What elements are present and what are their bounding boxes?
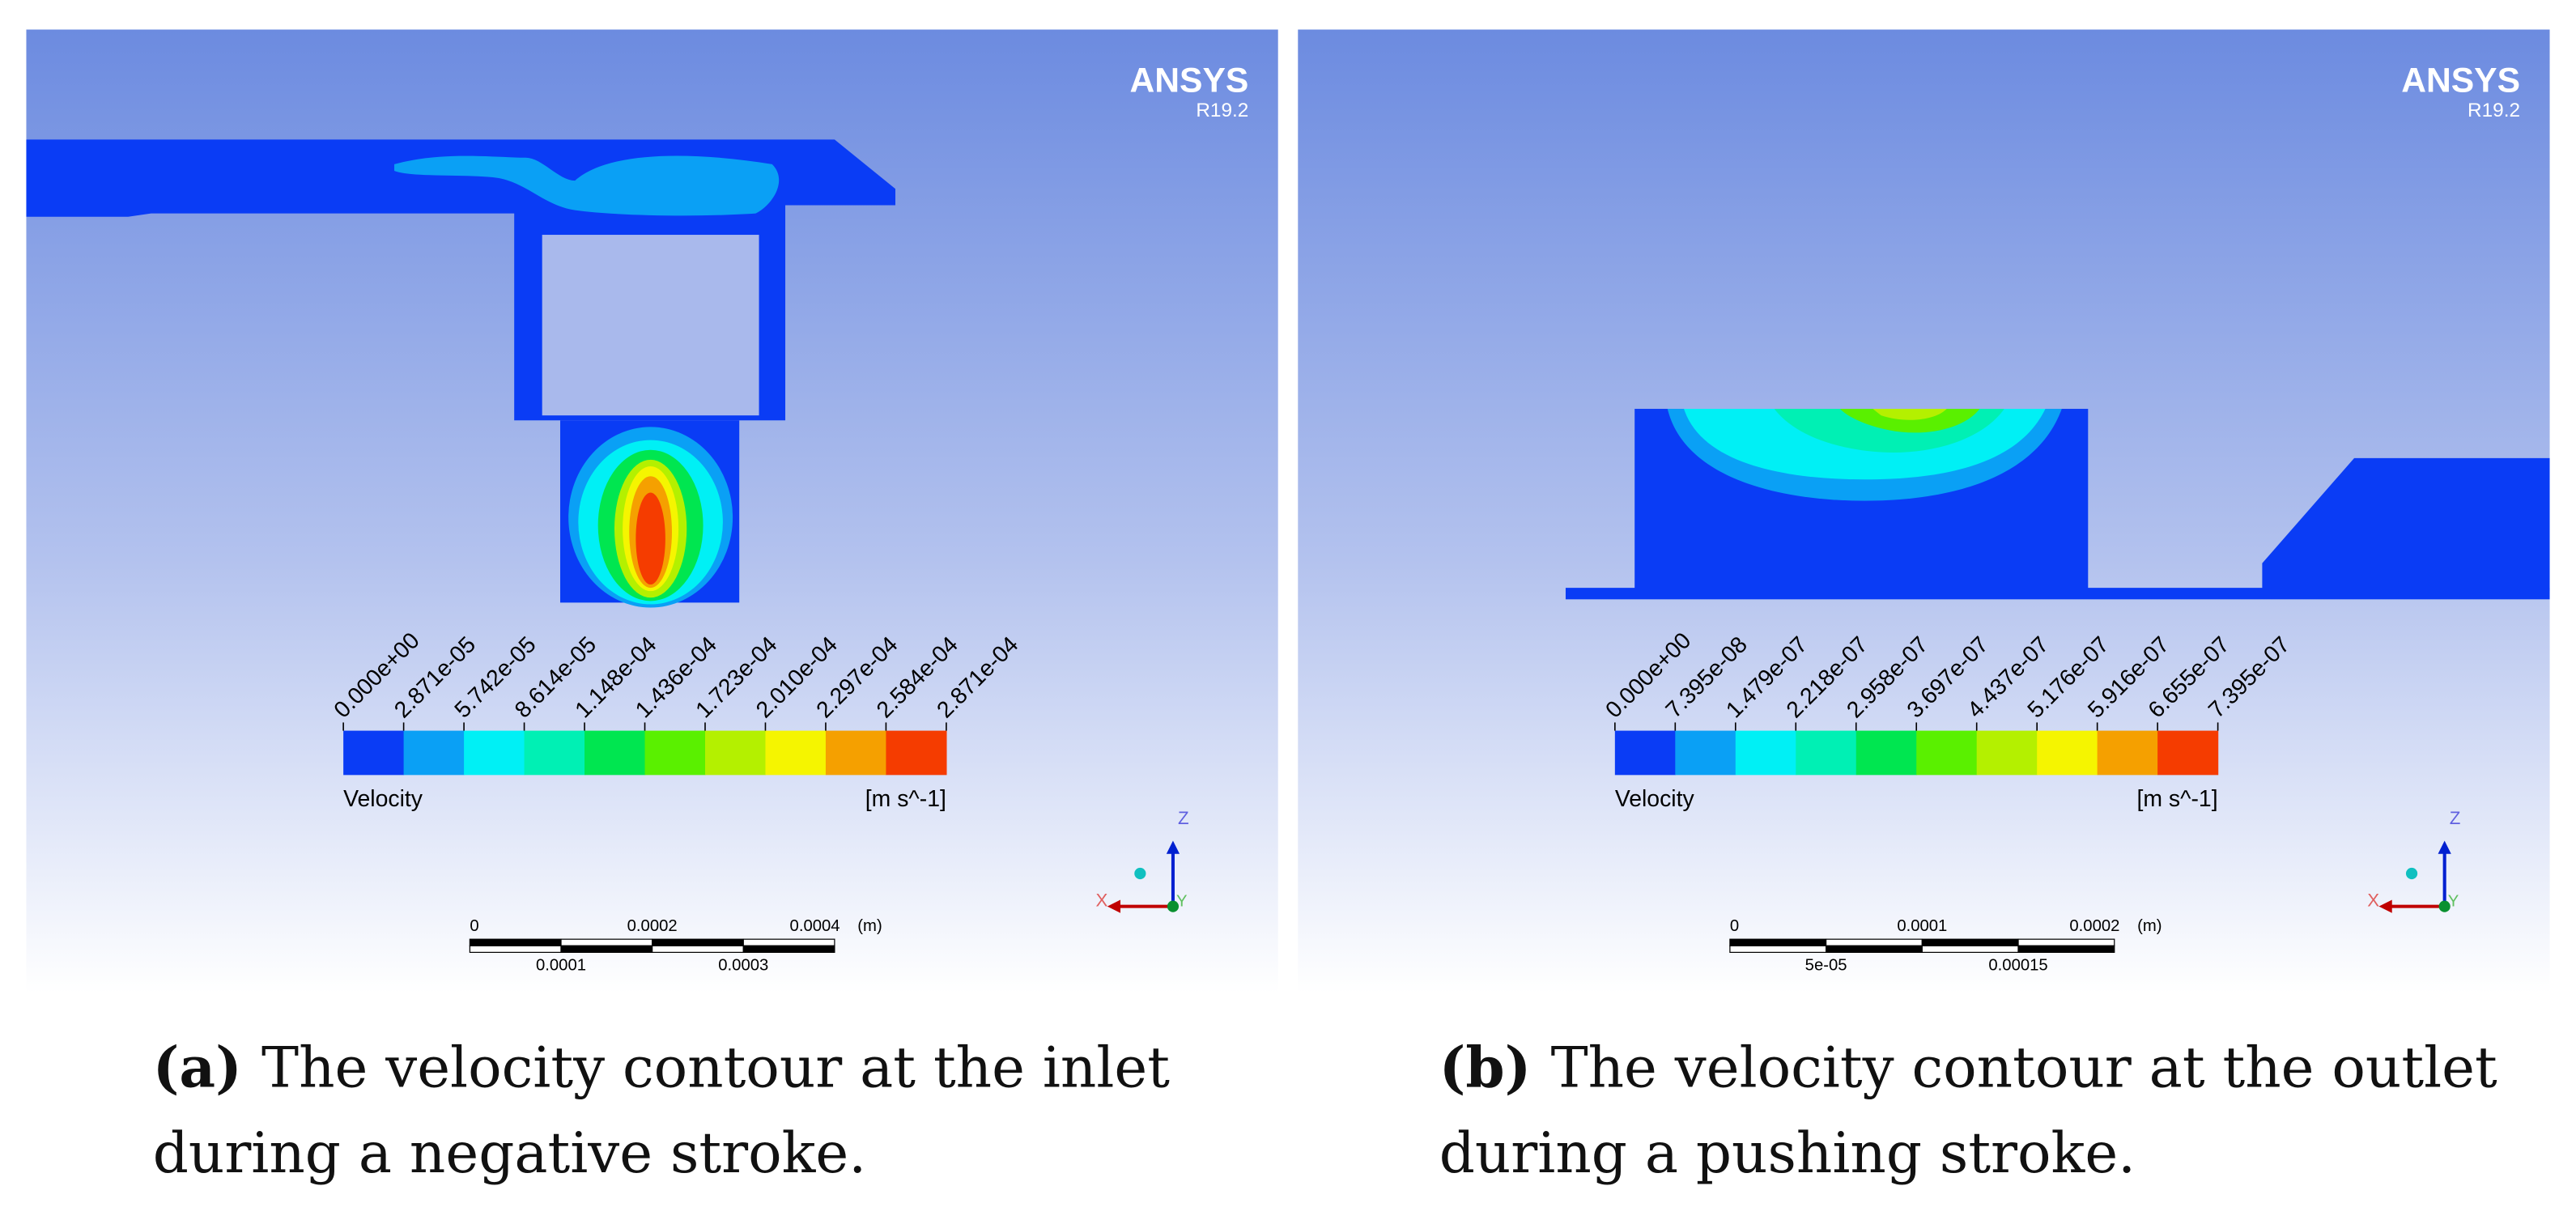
scale-seg bbox=[1825, 938, 1923, 946]
scale-seg bbox=[1729, 945, 1827, 954]
colorbar-band bbox=[825, 730, 887, 776]
legend-title: Velocity bbox=[1615, 786, 1695, 812]
colorbar-band bbox=[1976, 730, 2038, 776]
colorbar-band bbox=[403, 730, 465, 776]
caption-line: (a) The velocity contour at the inlet bbox=[153, 1035, 1171, 1101]
axis-z-head bbox=[1166, 840, 1180, 854]
axis-x-head bbox=[1107, 899, 1121, 913]
legend-title: Velocity bbox=[343, 786, 423, 812]
scale-label: 0 bbox=[470, 917, 478, 935]
colorbar-band bbox=[1735, 730, 1796, 776]
axis-label: X bbox=[2367, 891, 2379, 911]
scale-label: 0.0002 bbox=[2069, 917, 2119, 935]
scale-seg bbox=[469, 945, 562, 954]
colorbar-band bbox=[765, 730, 827, 776]
colorbar-band bbox=[1916, 730, 1978, 776]
brand: ANSYS bbox=[1130, 62, 1249, 100]
colorbar-band bbox=[584, 730, 646, 776]
colorbar-band bbox=[886, 730, 947, 776]
panel-a-geometry bbox=[26, 29, 1278, 994]
scale-seg bbox=[1729, 938, 1827, 946]
scale-seg bbox=[742, 945, 835, 954]
axis-origin bbox=[1167, 900, 1180, 912]
scale-label: 0.0002 bbox=[627, 917, 678, 935]
caption-text: The velocity contour at the outlet bbox=[1551, 1036, 2497, 1101]
scale-label: (m) bbox=[2137, 917, 2162, 935]
scale-seg bbox=[560, 945, 653, 954]
scale-seg bbox=[1825, 945, 1923, 954]
colorbar-band bbox=[1796, 730, 1857, 776]
colorbar-band bbox=[2097, 730, 2158, 776]
divider bbox=[1277, 29, 1299, 994]
colorbar-band bbox=[2157, 730, 2219, 776]
scale-seg bbox=[1921, 945, 2019, 954]
version: R19.2 bbox=[2468, 100, 2520, 121]
scale-label: (m) bbox=[857, 917, 882, 935]
scale-label: 5e-05 bbox=[1805, 957, 1847, 975]
colorbar-band bbox=[343, 730, 405, 776]
colorbar-band bbox=[1675, 730, 1736, 776]
scale-seg bbox=[560, 938, 653, 946]
scale-seg bbox=[652, 938, 744, 946]
scale-label: 0.00015 bbox=[1988, 957, 2047, 975]
axis-label: Z bbox=[2450, 808, 2461, 828]
axis-label: X bbox=[1096, 891, 1108, 911]
axis-x-head bbox=[2378, 899, 2392, 913]
panel-b-geometry bbox=[1298, 29, 2550, 994]
scale-label: 0.0004 bbox=[790, 917, 840, 935]
scale-seg bbox=[742, 938, 835, 946]
colorbar-band bbox=[524, 730, 585, 776]
axis-label: Y bbox=[1176, 893, 1188, 911]
brand: ANSYS bbox=[2401, 62, 2520, 100]
caption-label: (b) bbox=[1439, 1035, 1532, 1101]
axis-z-head bbox=[2438, 840, 2451, 854]
axis-origin bbox=[2438, 900, 2451, 912]
caption-line: during a negative stroke. bbox=[153, 1121, 866, 1186]
version: R19.2 bbox=[1196, 100, 1248, 121]
colorbar-band bbox=[644, 730, 706, 776]
colorbar-band bbox=[704, 730, 767, 776]
view-dot bbox=[2405, 867, 2418, 880]
scale-seg bbox=[652, 945, 744, 954]
scale-label: 0 bbox=[1730, 917, 1739, 935]
scale-seg bbox=[469, 938, 562, 946]
view-dot bbox=[1134, 867, 1146, 880]
colorbar-band bbox=[1855, 730, 1917, 776]
caption-line: during a pushing stroke. bbox=[1439, 1121, 2136, 1186]
colorbar-band bbox=[1614, 730, 1676, 776]
scale-label: 0.0001 bbox=[536, 957, 586, 975]
axis-label: Z bbox=[1178, 808, 1189, 828]
scale-label: 0.0003 bbox=[718, 957, 768, 975]
legend-unit: [m s^-1] bbox=[2137, 786, 2218, 812]
caption-text: The velocity contour at the inlet bbox=[261, 1036, 1170, 1101]
scale-seg bbox=[2017, 945, 2115, 954]
scale-seg bbox=[2017, 938, 2115, 946]
caption-label: (a) bbox=[153, 1035, 242, 1101]
scale-label: 0.0001 bbox=[1897, 917, 1947, 935]
axis-label: Y bbox=[2448, 893, 2459, 911]
scale-seg bbox=[1921, 938, 2019, 946]
caption-line: (b) The velocity contour at the outlet bbox=[1439, 1035, 2497, 1101]
colorbar-band bbox=[464, 730, 525, 776]
legend-unit: [m s^-1] bbox=[865, 786, 946, 812]
colorbar-band bbox=[2037, 730, 2098, 776]
